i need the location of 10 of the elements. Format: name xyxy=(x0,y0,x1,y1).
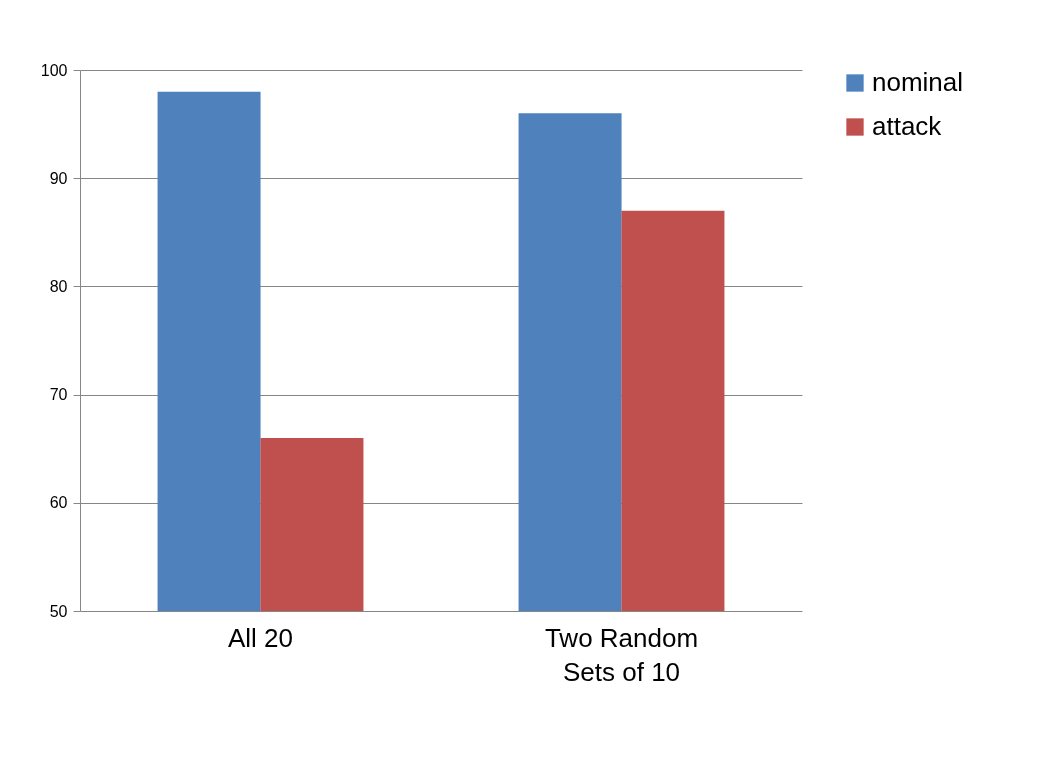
y-tick-label: 80 xyxy=(49,277,68,295)
x-tick-label: Two Random Sets of 10 xyxy=(544,622,699,687)
y-tick-label: 90 xyxy=(49,169,68,187)
legend-label: attack xyxy=(872,111,943,141)
y-tick-label: 100 xyxy=(40,61,68,79)
legend-label: nominal xyxy=(872,67,964,97)
y-tick-label: 50 xyxy=(49,602,68,620)
y-tick-label: 70 xyxy=(49,386,68,404)
y-tick-label: 60 xyxy=(49,494,68,512)
x-tick-label: All 20 xyxy=(227,622,294,653)
